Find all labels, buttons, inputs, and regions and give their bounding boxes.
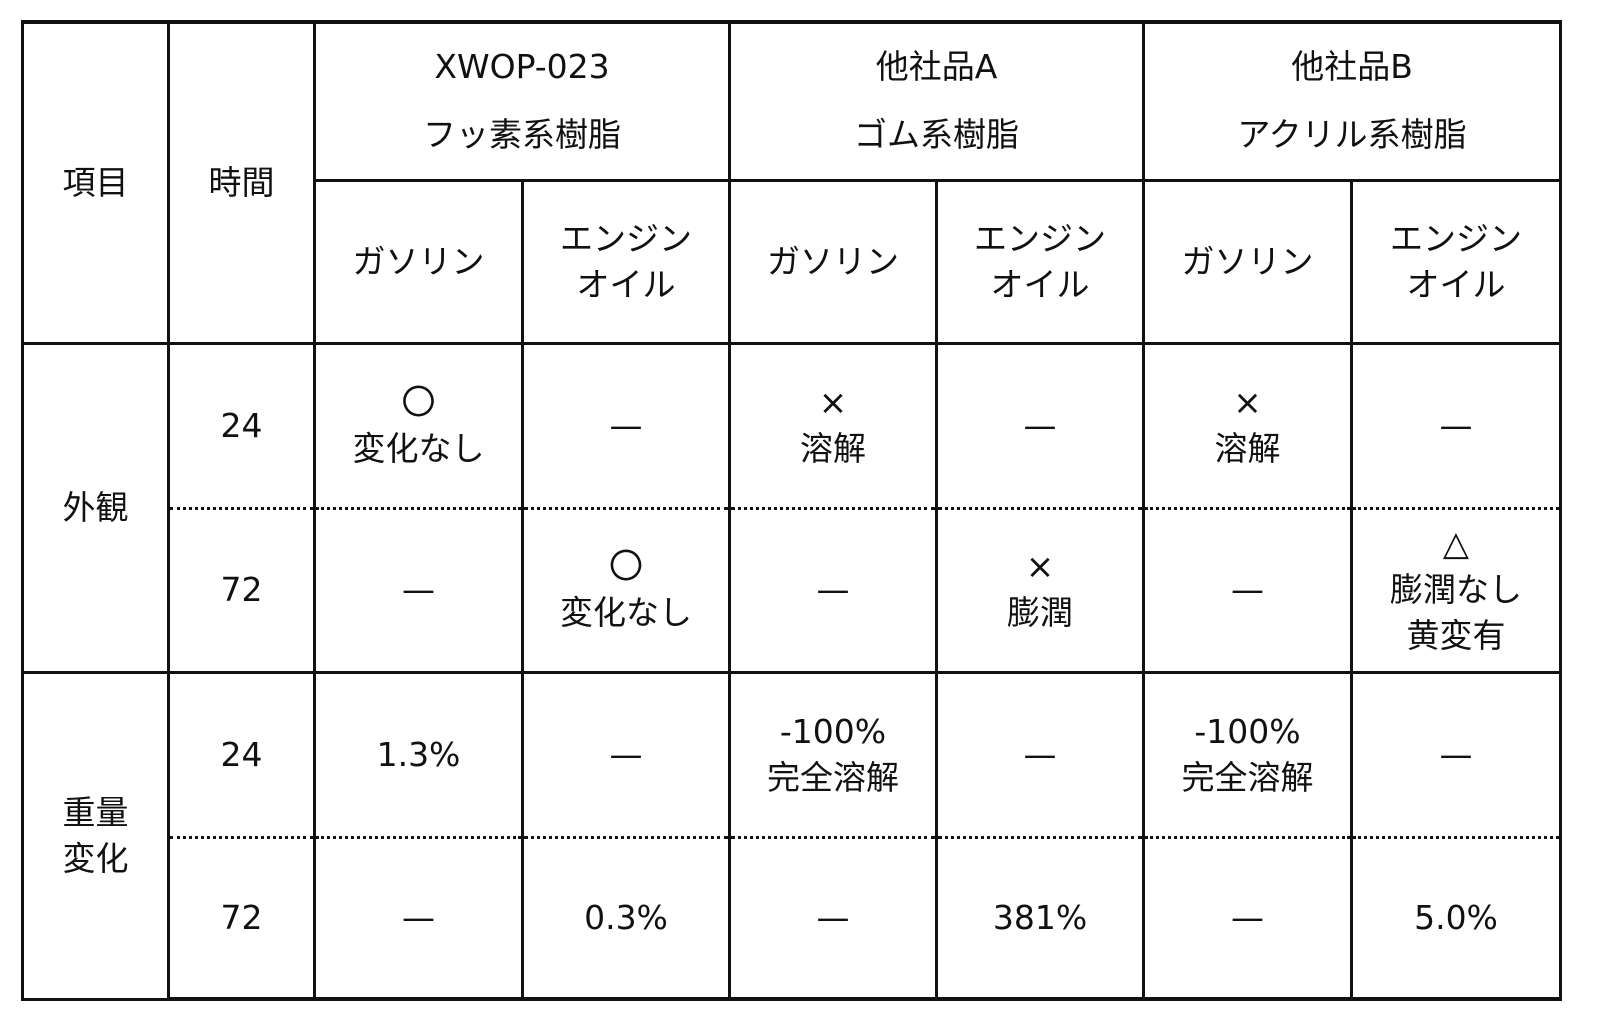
group-label-appearance: 外観 [21, 341, 170, 674]
result-cell: — [935, 670, 1145, 839]
header-gasoline: ガソリン [1142, 178, 1353, 345]
group-label-weight-change: 重量 変化 [21, 670, 170, 1001]
result-cell: — [1349, 670, 1563, 839]
result-cell: 1.3% [313, 670, 524, 839]
row-time: 24 [167, 670, 316, 839]
result-cell: — [313, 835, 524, 1001]
result-cell: 0.3% [521, 835, 731, 1001]
header-time: 時間 [167, 20, 316, 345]
header-gasoline: ガソリン [728, 178, 938, 345]
result-cell: 〇 変化なし [313, 341, 524, 510]
result-cell: 381% [935, 835, 1145, 1001]
result-cell: — [521, 670, 731, 839]
product-name: XWOP-023 [434, 47, 610, 87]
result-cell: △ 膨潤なし 黄変有 [1349, 506, 1563, 674]
result-cell: × 膨潤 [935, 506, 1145, 674]
row-time: 72 [167, 506, 316, 674]
header-engine-oil: エンジン オイル [935, 178, 1145, 345]
header-gasoline: ガソリン [313, 178, 524, 345]
result-cell: × 溶解 [728, 341, 938, 510]
result-cell: — [728, 506, 938, 674]
product-type: ゴム系樹脂 [854, 115, 1019, 155]
result-cell: — [521, 341, 731, 510]
result-cell: — [1142, 506, 1353, 674]
result-cell: — [1142, 835, 1353, 1001]
result-cell: — [728, 835, 938, 1001]
header-product-xwop: XWOP-023 フッ素系樹脂 [313, 20, 731, 182]
header-engine-oil: エンジン オイル [521, 178, 731, 345]
header-item: 項目 [21, 20, 170, 345]
result-cell: — [935, 341, 1145, 510]
header-product-b: 他社品B アクリル系樹脂 [1141, 20, 1563, 182]
result-cell: 〇 変化なし [521, 506, 731, 674]
row-time: 72 [167, 835, 316, 1001]
result-cell: -100% 完全溶解 [1142, 670, 1353, 839]
result-cell: 5.0% [1349, 835, 1563, 1001]
result-cell: — [313, 506, 524, 674]
row-time: 24 [167, 341, 316, 510]
product-name: 他社品A [875, 47, 998, 87]
comparison-table: 項目 時間 XWOP-023 フッ素系樹脂 他社品A ゴム系樹脂 他社品B アク… [21, 20, 1563, 1001]
result-cell: — [1349, 341, 1563, 510]
product-type: フッ素系樹脂 [423, 115, 621, 155]
result-cell: × 溶解 [1142, 341, 1353, 510]
result-cell: -100% 完全溶解 [728, 670, 938, 839]
product-name: 他社品B [1291, 47, 1413, 87]
product-type: アクリル系樹脂 [1237, 115, 1467, 155]
header-product-a: 他社品A ゴム系樹脂 [728, 20, 1145, 182]
header-engine-oil: エンジン オイル [1349, 178, 1563, 345]
